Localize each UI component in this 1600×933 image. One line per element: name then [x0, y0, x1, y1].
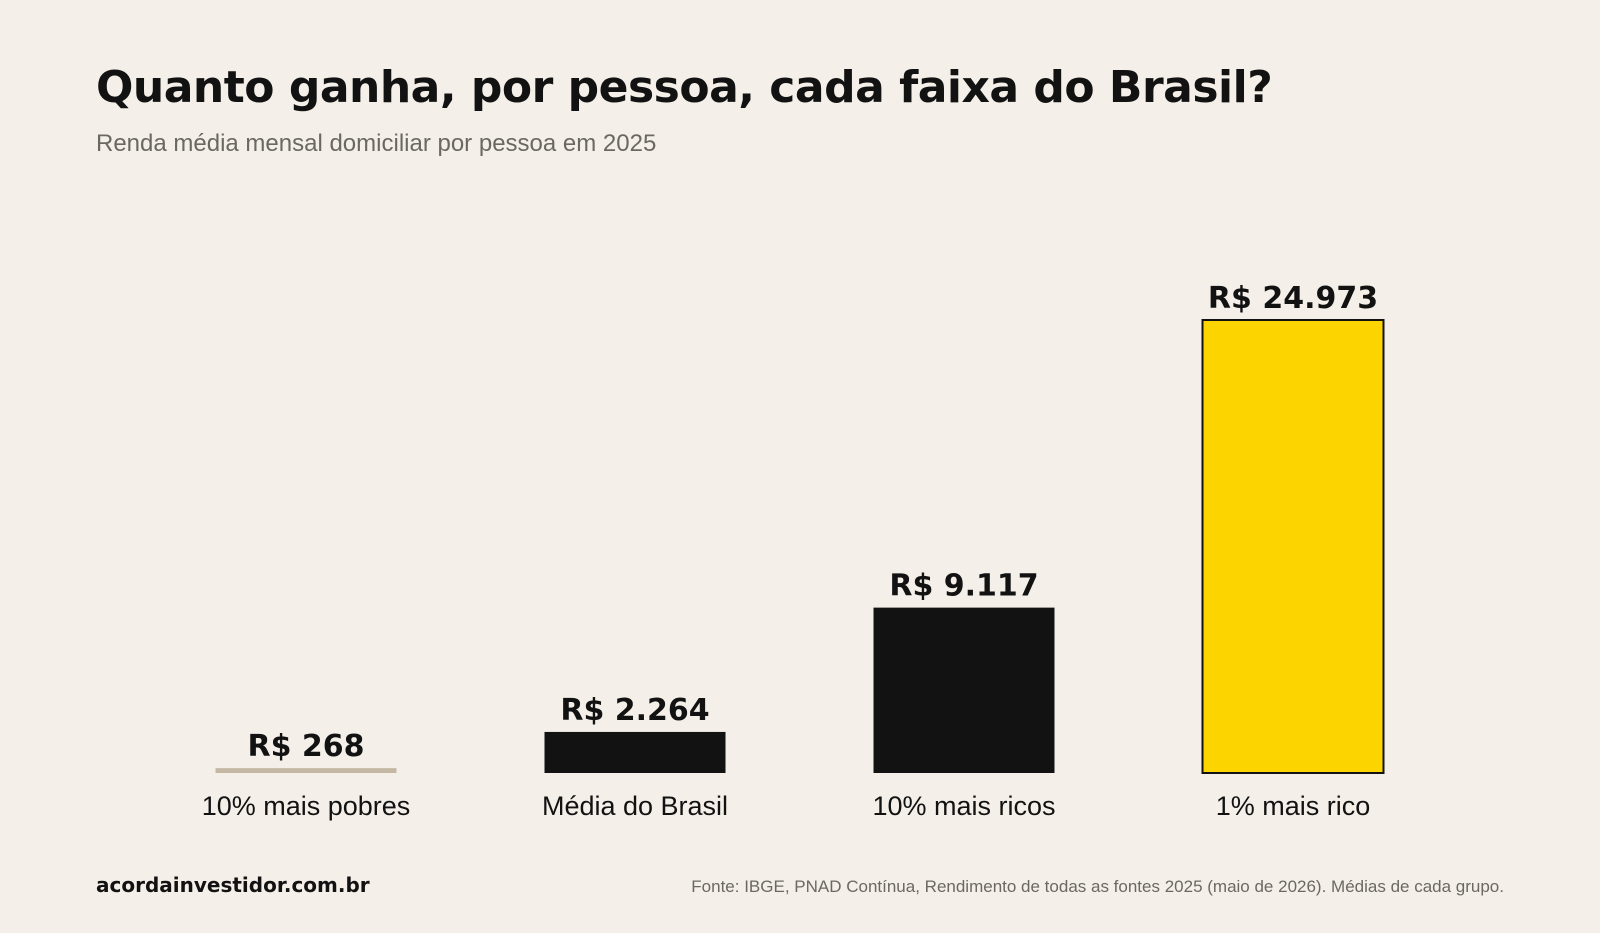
- value-label-3: R$ 9.117: [889, 569, 1038, 604]
- value-label-2: R$ 2.264: [560, 693, 709, 728]
- category-label-1: 10% mais pobres: [202, 791, 411, 821]
- bar-2: [544, 731, 726, 773]
- footer-brand: acordainvestidor.com.br: [96, 873, 370, 897]
- bar-3: [873, 607, 1055, 773]
- chart-title: Quanto ganha, por pessoa, cada faixa do …: [96, 62, 1273, 113]
- value-label-1: R$ 268: [247, 729, 364, 764]
- category-label-3: 10% mais ricos: [872, 791, 1055, 821]
- value-label-4: R$ 24.973: [1208, 281, 1378, 316]
- chart-subtitle: Renda média mensal domiciliar por pessoa…: [96, 130, 657, 157]
- category-label-4: 1% mais rico: [1216, 791, 1371, 821]
- bar-1: [215, 768, 397, 773]
- footer-source: Fonte: IBGE, PNAD Contínua, Rendimento d…: [691, 877, 1504, 896]
- category-label-2: Média do Brasil: [542, 791, 728, 821]
- bar-4: [1201, 319, 1385, 774]
